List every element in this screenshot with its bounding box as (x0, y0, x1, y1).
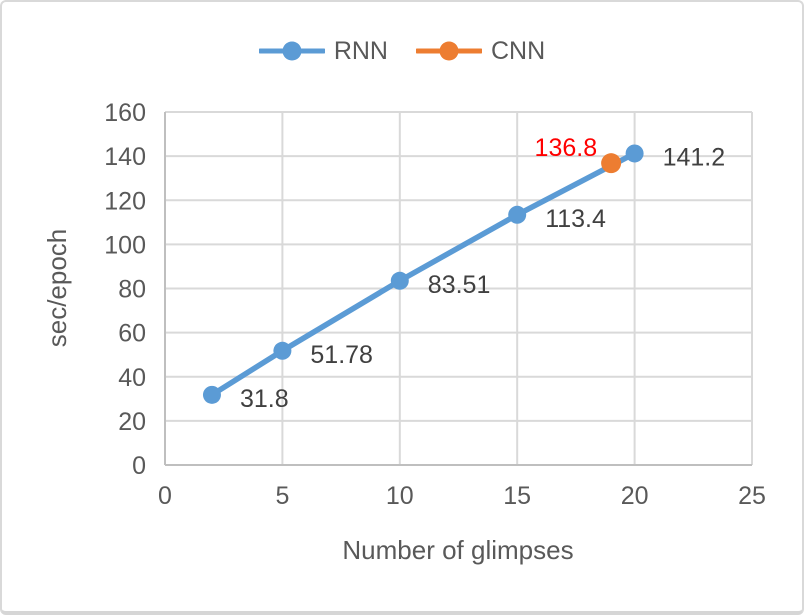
x-tick-label: 25 (738, 482, 766, 510)
x-tick-label: 5 (275, 482, 289, 510)
rnn-marker (390, 271, 409, 290)
legend-label-cnn: CNN (491, 36, 546, 65)
chart-legend: RNN CNN (2, 32, 802, 70)
y-tick-label: 80 (118, 276, 146, 304)
rnn-marker (625, 144, 644, 163)
legend-item-rnn: RNN (258, 36, 388, 65)
rnn-marker (273, 341, 292, 360)
y-tick-label: 60 (118, 320, 146, 348)
legend-label-rnn: RNN (333, 36, 388, 65)
y-tick-label: 120 (104, 187, 146, 215)
y-tick-label: 20 (118, 408, 146, 436)
x-tick-label: 15 (503, 482, 531, 510)
x-axis-title: Number of glimpses (342, 535, 573, 565)
rnn-data-label: 141.2 (663, 143, 726, 171)
y-tick-label: 140 (104, 143, 146, 171)
x-tick-label: 20 (621, 482, 649, 510)
x-tick-label: 0 (158, 482, 172, 510)
rnn-data-label: 113.4 (545, 205, 606, 233)
y-tick-label: 0 (132, 452, 146, 480)
y-tick-label: 100 (104, 231, 146, 259)
rnn-data-label: 31.8 (240, 385, 289, 413)
x-tick-label: 10 (386, 482, 414, 510)
y-tick-label: 40 (118, 364, 146, 392)
cnn-marker (601, 153, 622, 174)
y-axis-title: sec/epoch (42, 229, 72, 348)
rnn-marker (202, 385, 221, 404)
rnn-line (209, 150, 638, 398)
rnn-data-label: 51.78 (310, 341, 373, 369)
rnn-legend-marker-icon (258, 41, 325, 61)
cnn-data-label: 136.8 (535, 134, 598, 162)
cnn-legend-marker-icon (416, 41, 482, 61)
rnn-marker (508, 205, 527, 224)
rnn-data-label: 83.51 (428, 271, 491, 299)
legend-item-cnn: CNN (416, 36, 546, 65)
y-tick-label: 160 (104, 99, 146, 127)
